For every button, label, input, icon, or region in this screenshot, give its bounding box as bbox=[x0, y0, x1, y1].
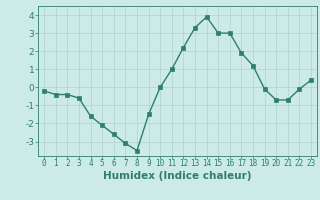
X-axis label: Humidex (Indice chaleur): Humidex (Indice chaleur) bbox=[103, 171, 252, 181]
